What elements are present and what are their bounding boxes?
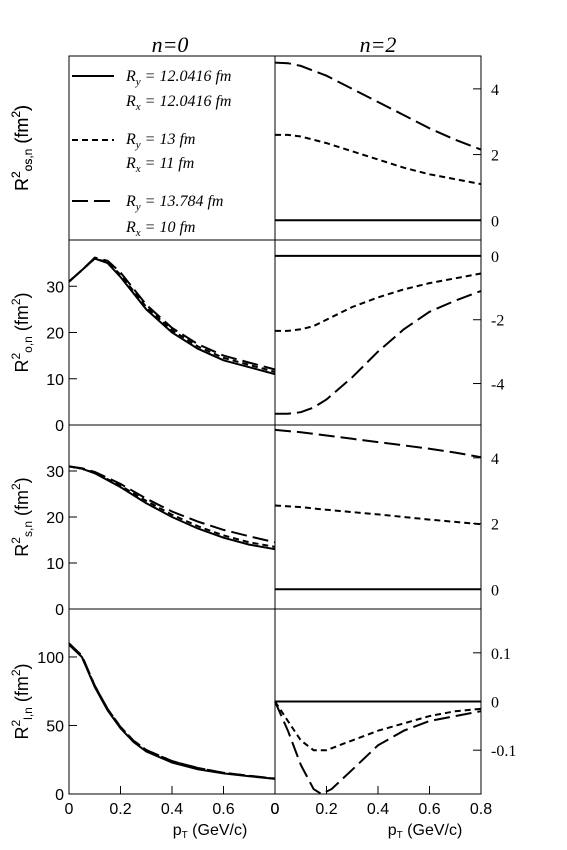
legend-entry-3-line2: Rx = 10 fm [125, 219, 195, 239]
y-axis-label-os: R2os,n (fm2) [9, 105, 35, 191]
x-axis-label-left: pT (GeV/c) [173, 822, 248, 841]
y-tick-label: 0 [55, 787, 64, 804]
x-axis-label-right: pT (GeV/c) [388, 822, 463, 841]
series-line-solid [68, 257, 276, 376]
y-tick-label: -2 [491, 313, 504, 330]
series-line-solid [68, 643, 276, 780]
y-tick-label: 4 [491, 82, 499, 99]
x-tick-label: 0 [271, 801, 280, 818]
panel-r2-c0: 0 10 20 30 R2s,n (fm2) [9, 464, 276, 619]
y-tick-label: 10 [46, 372, 64, 389]
y-tick-label: 20 [46, 326, 64, 343]
y-tick-label: 0.1 [491, 646, 511, 663]
y-tick-label: -4 [491, 377, 504, 394]
series-line-short [68, 257, 276, 373]
panel-r0-c1: 0 2 4 R2os,n (fm2) [9, 61, 499, 230]
series-line-long [274, 428, 482, 459]
y-tick-label: 0 [491, 695, 499, 712]
series-line-short [275, 272, 482, 332]
series-line-short [275, 133, 482, 186]
column-title-n2: n=2 [360, 32, 397, 57]
x-tick-label: 0.4 [367, 801, 389, 818]
panel-r2-c1: 0 2 4 [274, 428, 499, 599]
y-tick-label: 10 [46, 556, 64, 573]
series-line-long [274, 701, 482, 796]
y-tick-label: 0 [55, 418, 64, 435]
legend-entry-2-line1: Ry = 13 fm [125, 131, 195, 151]
legend: Ry = 12.0416 fm Rx = 12.0416 fm Ry = 13 … [72, 68, 231, 239]
x-tick-label: 0.2 [315, 801, 337, 818]
panel-frame-r1-c1 [274, 239, 482, 426]
y-axis-label: R2os,n (fm2) [9, 105, 35, 191]
y-axis-label: R2o,n (fm2) [9, 292, 35, 372]
y-tick-label: -0.1 [491, 743, 516, 760]
x-tick-label: 0 [65, 801, 74, 818]
legend-entry-1-line1: Ry = 12.0416 fm [125, 68, 231, 88]
panel-frame-r3-c0 [68, 608, 276, 795]
y-axis-label: R2s,n (fm2) [9, 477, 35, 556]
y-axis-label: R2l,n (fm2) [9, 663, 35, 739]
y-tick-label: 30 [46, 464, 64, 481]
y-tick-label: 20 [46, 510, 64, 527]
y-tick-label: 0 [491, 249, 499, 266]
series-line-short [274, 700, 482, 752]
y-tick-label: 0 [491, 582, 499, 599]
y-tick-label: 4 [491, 451, 499, 468]
legend-entry-1-line2: Rx = 12.0416 fm [125, 93, 231, 113]
series-line-short [68, 465, 276, 548]
panel-r1-c0: 0 10 20 30 R2o,n (fm2) [9, 256, 276, 435]
legend-entry-long-dash: Ry = 13.784 fm Rx = 10 fm [72, 193, 223, 239]
series-line-long [68, 465, 276, 544]
x-tick-label: 0.6 [418, 801, 440, 818]
y-tick-label: 30 [46, 279, 64, 296]
panel-r3-c1: -0.1 0 0.1 0 0.2 0.4 0.6 0.8 [271, 646, 517, 818]
column-title-n0: n=0 [152, 32, 189, 57]
x-tick-label: 0.8 [470, 801, 492, 818]
y-tick-label: 50 [46, 718, 64, 735]
series-line-solid [68, 465, 276, 551]
y-tick-label: 2 [491, 517, 499, 534]
series-line-long [274, 61, 482, 151]
legend-entry-short-dash: Ry = 13 fm Rx = 11 fm [72, 131, 195, 175]
series-line-short [274, 504, 482, 526]
y-tick-label: 100 [37, 650, 64, 667]
y-tick-label: 0 [55, 602, 64, 619]
y-tick-label: 0 [491, 213, 499, 230]
series-line-long [275, 290, 482, 415]
x-tick-label: 0.4 [161, 801, 183, 818]
series-line-long [68, 642, 276, 780]
legend-entry-3-line1: Ry = 13.784 fm [125, 193, 223, 213]
panel-r3-c0: 0 50 100 0 0.2 0.4 0.6 0 R2l,n (fm2) [9, 642, 280, 818]
legend-entry-solid: Ry = 12.0416 fm Rx = 12.0416 fm [72, 68, 231, 113]
panel-frame-r0-c1 [274, 55, 482, 241]
legend-entry-2-line2: Rx = 11 fm [125, 155, 194, 175]
panel-r1-c1: -4 -2 0 [275, 249, 504, 415]
x-tick-label: 0.2 [109, 801, 131, 818]
x-tick-label: 0 [271, 801, 280, 818]
y-tick-label: 2 [491, 148, 499, 165]
series-line-long [68, 256, 276, 371]
x-tick-label: 0.6 [212, 801, 234, 818]
series-line-short [68, 642, 276, 780]
